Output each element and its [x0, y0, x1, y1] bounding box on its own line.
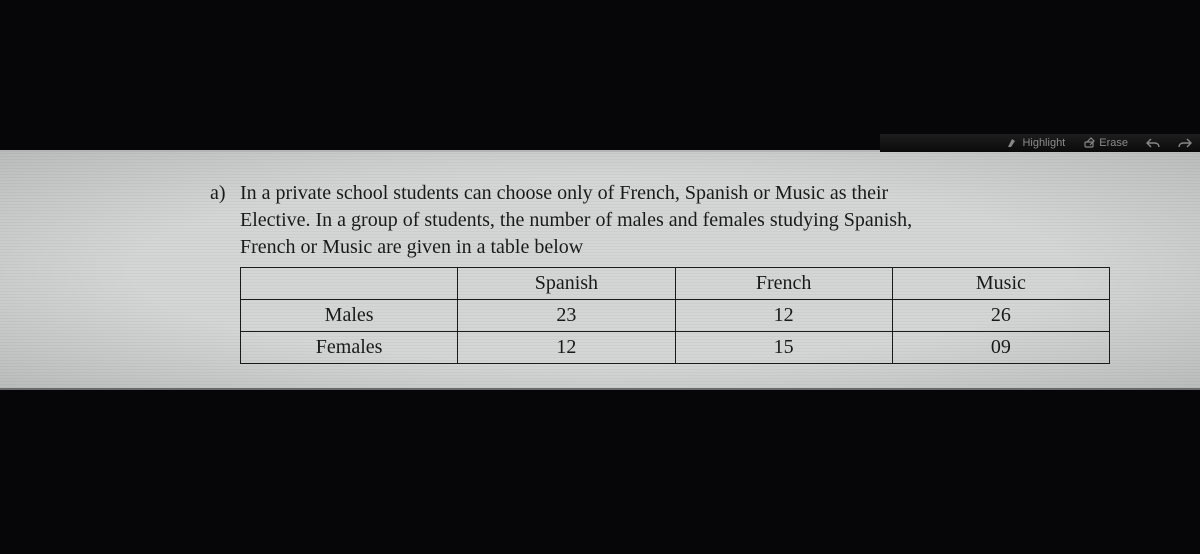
erase-label: Erase [1099, 137, 1128, 149]
paper-region: Highlight Erase a) In a private school s… [0, 150, 1200, 390]
toolbar-sliver: Highlight Erase [880, 134, 1200, 152]
bottom-margin [0, 390, 1200, 554]
table-header-row: Spanish French Music [241, 268, 1110, 300]
table-header-col: French [675, 268, 892, 300]
highlight-icon [1006, 137, 1018, 149]
table-row-label: Females [241, 332, 458, 364]
question-line-2: Elective. In a group of students, the nu… [240, 207, 1110, 234]
question-text: In a private school students can choose … [240, 180, 1110, 364]
question-label: a) [210, 180, 240, 364]
highlight-label: Highlight [1022, 137, 1065, 149]
question-line-1: In a private school students can choose … [240, 180, 1110, 207]
table-header-blank [241, 268, 458, 300]
table-row: Females 12 15 09 [241, 332, 1110, 364]
table-row: Males 23 12 26 [241, 300, 1110, 332]
question-content: a) In a private school students can choo… [210, 180, 1110, 364]
screenshot-frame: Highlight Erase a) In a private school s… [0, 0, 1200, 554]
highlight-tool[interactable]: Highlight [1006, 137, 1065, 149]
table-cell: 15 [675, 332, 892, 364]
question-line-3: French or Music are given in a table bel… [240, 234, 1110, 261]
data-table: Spanish French Music Males 23 12 26 Fema… [240, 267, 1110, 364]
table-cell: 09 [892, 332, 1109, 364]
table-header-col: Spanish [458, 268, 675, 300]
undo-icon[interactable] [1146, 137, 1160, 149]
redo-icon[interactable] [1178, 137, 1192, 149]
table-row-label: Males [241, 300, 458, 332]
table-cell: 23 [458, 300, 675, 332]
erase-icon [1083, 137, 1095, 149]
table-header-col: Music [892, 268, 1109, 300]
table-cell: 12 [458, 332, 675, 364]
erase-tool[interactable]: Erase [1083, 137, 1128, 149]
top-margin [0, 0, 1200, 150]
table-cell: 26 [892, 300, 1109, 332]
table-cell: 12 [675, 300, 892, 332]
